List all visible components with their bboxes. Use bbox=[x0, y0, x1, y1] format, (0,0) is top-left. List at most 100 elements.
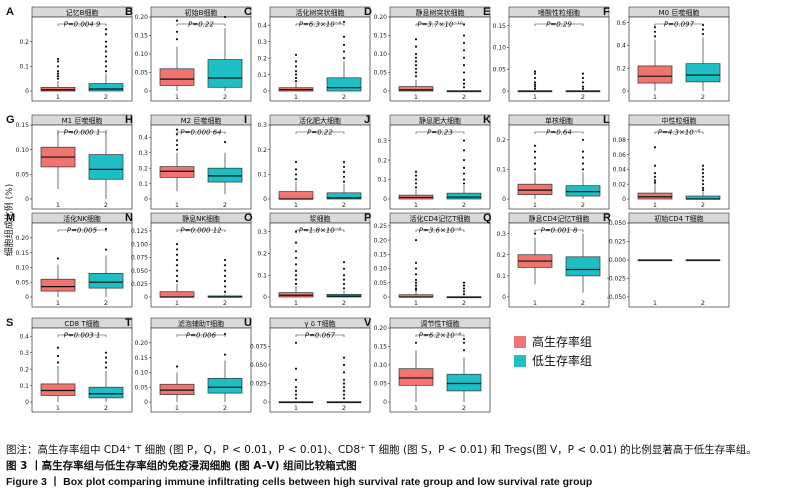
outlier-point bbox=[56, 75, 60, 78]
panel-letter: S bbox=[6, 317, 13, 329]
panel-d: D 静息树突状细胞 0 0.05 0.10 0.15 0.20 1 2 P=3.7×10⁻¹⁰ bbox=[364, 6, 491, 102]
y-tick-label: 0.1 bbox=[257, 72, 267, 79]
y-tick-label: 0.15 bbox=[374, 344, 388, 351]
box-group-2 bbox=[565, 233, 601, 293]
box-group-1 bbox=[159, 243, 195, 298]
panel-f: F M0 巨噬细胞 0 0.2 0.4 0.6 1 2 P=0.097 bbox=[603, 6, 730, 102]
y-tick-label: 0.05 bbox=[493, 66, 507, 73]
x-tick-label: 1 bbox=[533, 93, 537, 101]
outlier-point bbox=[342, 267, 346, 270]
panel-m: M 活化NK细胞 0 0.05 0.10 0.15 0.20 1 2 P=0.005 bbox=[6, 212, 133, 308]
outlier-point bbox=[104, 356, 108, 359]
outlier-point bbox=[462, 149, 466, 152]
outlier-point bbox=[294, 278, 298, 281]
box bbox=[398, 86, 434, 92]
legend-label-low: 低生存率组 bbox=[532, 353, 592, 368]
box-group-2 bbox=[326, 20, 362, 92]
outlier-point bbox=[223, 332, 227, 336]
outlier-point bbox=[175, 30, 179, 33]
y-tick-label: 0 bbox=[25, 294, 29, 301]
y-tick-label: 0.4 bbox=[257, 22, 267, 29]
panel-a: A 记忆B细胞 0 0.1 0.2 1 2 P=0.004 9 bbox=[6, 6, 133, 102]
box-group-1 bbox=[637, 259, 673, 262]
outlier-point bbox=[175, 243, 179, 246]
x-tick-label: 1 bbox=[175, 201, 179, 209]
x-tick-label: 2 bbox=[462, 201, 466, 209]
y-tick-label: 0.10 bbox=[135, 370, 149, 377]
outlier-point bbox=[175, 274, 179, 277]
outlier-point bbox=[462, 64, 466, 67]
y-tick-label: 0 bbox=[144, 399, 148, 406]
significance-bracket bbox=[176, 23, 226, 26]
outlier-point bbox=[294, 73, 298, 76]
outlier-point bbox=[462, 71, 466, 74]
box-group-1 bbox=[278, 230, 314, 298]
box-group-2 bbox=[446, 281, 482, 299]
box-group-2 bbox=[685, 259, 721, 262]
outlier-point bbox=[342, 50, 346, 53]
panel-letter: A bbox=[6, 6, 14, 18]
outlier-point bbox=[342, 170, 346, 173]
outlier-point bbox=[223, 15, 227, 19]
outlier-point bbox=[414, 261, 418, 264]
box-group-1 bbox=[159, 128, 195, 192]
y-tick-label: 0.4 bbox=[616, 43, 626, 50]
p-value-label: P=3.6×10⁻⁶ bbox=[419, 227, 462, 235]
x-tick-label: 2 bbox=[104, 404, 108, 412]
box bbox=[207, 59, 243, 88]
x-tick-label: 2 bbox=[581, 201, 585, 209]
outlier-point bbox=[414, 341, 418, 344]
outlier-point bbox=[462, 349, 466, 352]
y-tick-label: 0.075 bbox=[250, 344, 267, 351]
box bbox=[88, 272, 124, 289]
x-tick-label: 1 bbox=[414, 93, 418, 101]
outlier-point bbox=[104, 361, 108, 364]
x-tick-label: 2 bbox=[581, 299, 585, 307]
p-value-label: P=6.2×10⁻⁶ bbox=[419, 332, 462, 340]
outlier-point bbox=[342, 287, 346, 290]
footnote: 图注：高生存率组中 CD4⁺ T 细胞 (图 P，Q，P < 0.01，P < … bbox=[6, 444, 757, 456]
outlier-point bbox=[294, 160, 298, 164]
outlier-point bbox=[701, 172, 705, 175]
outlier-point bbox=[294, 393, 298, 396]
panel-title: 活化NK细胞 bbox=[63, 214, 101, 223]
legend: 高生存率组 低生存率组 bbox=[514, 334, 592, 368]
outlier-point bbox=[414, 238, 418, 242]
x-tick-label: 2 bbox=[104, 93, 108, 101]
outlier-point bbox=[533, 162, 537, 165]
x-tick-label: 1 bbox=[533, 299, 537, 307]
outlier-point bbox=[414, 287, 418, 290]
y-tick-label: 0.05 bbox=[135, 70, 149, 77]
y-tick-label: 0.025 bbox=[609, 239, 626, 246]
outlier-point bbox=[294, 241, 298, 244]
outlier-point bbox=[175, 258, 179, 262]
outlier-point bbox=[104, 227, 108, 231]
y-tick-label: 0.3 bbox=[496, 231, 506, 238]
y-tick-label: 0.20 bbox=[374, 325, 388, 332]
panel-letter: L bbox=[603, 114, 610, 126]
x-tick-label: 1 bbox=[56, 201, 60, 209]
significance-bracket bbox=[295, 131, 345, 134]
y-tick-label: 0.15 bbox=[16, 122, 30, 129]
panel-title: 记忆B细胞 bbox=[66, 8, 99, 17]
y-tick-label: 0.1 bbox=[377, 177, 387, 184]
outlier-point bbox=[581, 168, 585, 171]
outlier-point bbox=[462, 82, 466, 85]
y-tick-label: 0 bbox=[383, 294, 387, 301]
outlier-point bbox=[294, 250, 298, 253]
significance-bracket bbox=[415, 131, 465, 134]
outlier-point bbox=[462, 49, 466, 52]
y-tick-label: 0.05 bbox=[374, 381, 388, 388]
y-tick-label: 0 bbox=[383, 196, 387, 203]
panel-letter: R bbox=[603, 212, 611, 224]
x-tick-label: 2 bbox=[462, 404, 466, 412]
significance-bracket bbox=[176, 334, 226, 337]
outlier-point bbox=[56, 70, 60, 73]
outlier-point bbox=[294, 274, 298, 277]
outlier-point bbox=[414, 278, 418, 282]
y-tick-label: 0.15 bbox=[374, 252, 388, 259]
panel-title: M0 巨噬细胞 bbox=[659, 8, 700, 17]
plot-area bbox=[628, 16, 730, 102]
outlier-point bbox=[342, 371, 346, 374]
x-tick-label: 1 bbox=[653, 299, 657, 307]
